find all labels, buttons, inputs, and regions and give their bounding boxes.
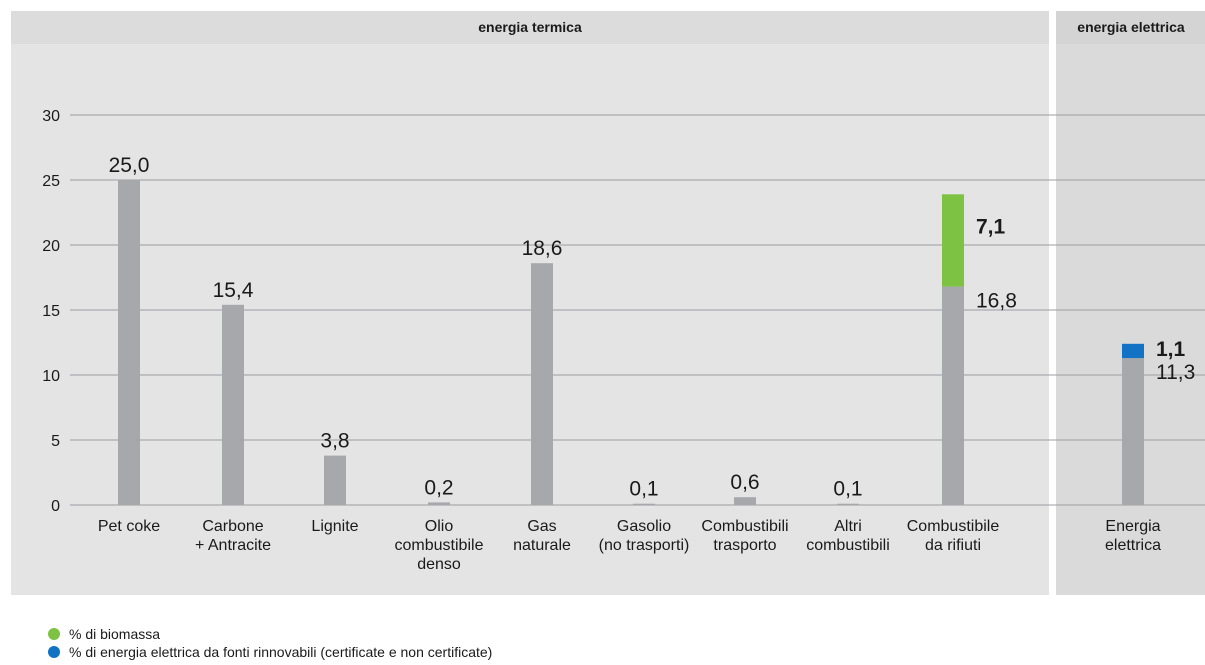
electric-panel <box>1056 11 1205 595</box>
bar <box>734 497 756 505</box>
category-label: Gas naturale <box>513 518 571 554</box>
y-axis-ticks: 0 5 10 15 20 25 30 <box>42 108 60 515</box>
y-tick-label: 30 <box>42 108 60 125</box>
value-label: 25,0 <box>109 154 150 177</box>
category-label: Pet coke <box>98 518 160 535</box>
category-label: Combustibili trasporto <box>701 518 788 554</box>
legend-biomass: % di biomassa <box>48 626 160 642</box>
category-label: Carbone + Antracite <box>195 518 271 554</box>
gridlines <box>70 114 1205 506</box>
bar <box>942 286 964 505</box>
bar <box>531 263 553 505</box>
bar <box>222 304 244 505</box>
value-label: 0,1 <box>833 478 862 501</box>
bar <box>633 503 655 505</box>
value-label: 16,8 <box>976 290 1017 313</box>
y-tick-label: 25 <box>42 173 60 190</box>
value-label: 3,8 <box>320 430 349 453</box>
bars <box>118 180 1144 505</box>
y-tick-label: 5 <box>51 433 60 450</box>
category-label: Lignite <box>311 518 358 535</box>
electric-header <box>1056 11 1205 44</box>
category-label: Olio combustibile denso <box>395 518 484 573</box>
value-label: 0,6 <box>730 471 759 494</box>
biomass-legend-label: % di biomassa <box>69 626 161 642</box>
y-tick-label: 20 <box>42 238 60 255</box>
value-label: 0,1 <box>629 478 658 501</box>
y-tick-label: 10 <box>42 368 60 385</box>
electric-header-title: energia elettrica <box>1077 19 1185 35</box>
bar-segment <box>1122 343 1144 359</box>
value-label: 1,1 <box>1156 338 1186 361</box>
category-label: Energia elettrica <box>1105 518 1161 554</box>
legend-renewable: % di energia elettrica da fonti rinnovab… <box>48 644 492 660</box>
category-label: Altri combustibili <box>806 518 890 554</box>
bar-segment <box>942 194 964 287</box>
value-label: 15,4 <box>213 279 254 302</box>
value-labels: 25,0 15,4 3,8 0,2 18,6 0,1 0,6 0,1 16,8 7,1 11,31,… <box>109 154 1196 501</box>
renewable-legend-dot <box>48 646 60 658</box>
category-label: Gasolio (no trasporti) <box>599 518 690 554</box>
renewable-legend-label: % di energia elettrica da fonti rinnovab… <box>69 644 493 660</box>
category-labels: Pet coke Carbone + Antracite Lignite Olio com… <box>98 518 1161 573</box>
category-label: Combustibile da rifiuti <box>907 518 1000 554</box>
y-tick-label: 15 <box>42 303 60 320</box>
bar <box>1122 358 1144 505</box>
value-label: 11,3 <box>1156 361 1195 384</box>
thermal-header <box>11 11 1049 44</box>
value-label: 7,1 <box>976 215 1006 238</box>
thermal-panel <box>11 11 1049 595</box>
bar <box>118 180 140 505</box>
value-label: 18,6 <box>522 237 563 260</box>
bar <box>837 503 859 505</box>
thermal-header-title: energia termica <box>478 19 582 35</box>
bar <box>428 502 450 505</box>
bar <box>324 455 346 505</box>
y-tick-label: 0 <box>51 498 60 515</box>
value-label: 0,2 <box>424 476 453 499</box>
biomass-legend-dot <box>48 628 60 640</box>
